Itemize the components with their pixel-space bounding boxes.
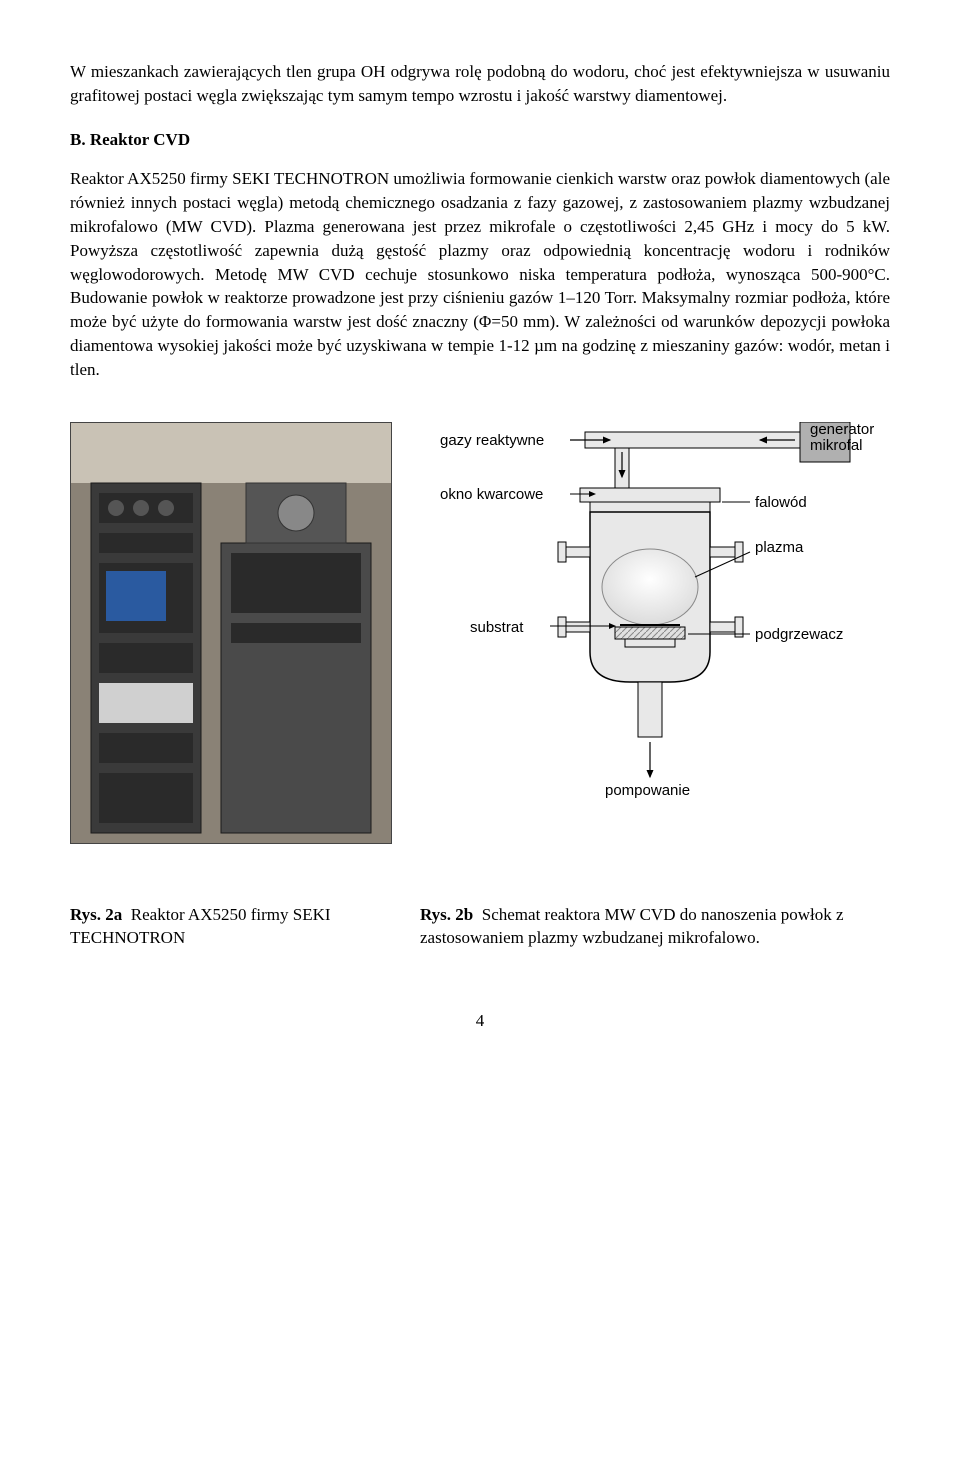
caption-2b-label: Rys. 2b (420, 905, 473, 924)
label-substrat: substrat (470, 617, 523, 638)
body-paragraph: Reaktor AX5250 firmy SEKI TECHNOTRON umo… (70, 167, 890, 381)
reactor-photo (70, 422, 392, 844)
label-falowod: falowód (755, 492, 807, 513)
section-heading-b: B. Reaktor CVD (70, 128, 890, 152)
page-number: 4 (70, 1009, 890, 1033)
caption-2a: Rys. 2a Reaktor AX5250 firmy SEKI TECHNO… (70, 904, 390, 950)
label-pompowanie: pompowanie (605, 780, 690, 801)
figure-photo-col (70, 422, 400, 844)
figure-row: gazy reaktywne okno kwarcowe substrat ge… (70, 422, 890, 844)
label-generator-mikrofal: generator mikrofal (810, 422, 880, 455)
caption-2b-text: Schemat reaktora MW CVD do nanoszenia po… (420, 905, 844, 947)
caption-2a-label: Rys. 2a (70, 905, 122, 924)
label-okno-kwarcowe: okno kwarcowe (440, 484, 543, 505)
caption-row: Rys. 2a Reaktor AX5250 firmy SEKI TECHNO… (70, 904, 890, 950)
figure-diagram-col: gazy reaktywne okno kwarcowe substrat ge… (430, 422, 890, 842)
label-gazy-reaktywne: gazy reaktywne (440, 430, 544, 451)
label-podgrzewacz: podgrzewacz (755, 624, 843, 645)
intro-paragraph: W mieszankach zawierających tlen grupa O… (70, 60, 890, 108)
reactor-diagram: gazy reaktywne okno kwarcowe substrat ge… (430, 422, 890, 842)
caption-2b: Rys. 2b Schemat reaktora MW CVD do nanos… (420, 904, 890, 950)
label-plazma: plazma (755, 537, 803, 558)
